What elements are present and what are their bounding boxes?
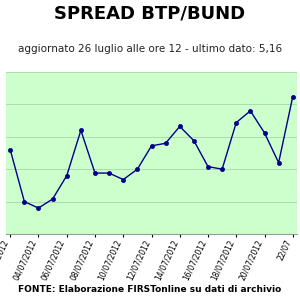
Text: FONTE: Elaborazione FIRSTonline su dati di archivio: FONTE: Elaborazione FIRSTonline su dati …	[18, 285, 282, 294]
Text: aggiornato 26 luglio alle ore 12 - ultimo dato: 5,16: aggiornato 26 luglio alle ore 12 - ultim…	[18, 44, 282, 53]
Text: SPREAD BTP/BUND: SPREAD BTP/BUND	[54, 4, 246, 22]
